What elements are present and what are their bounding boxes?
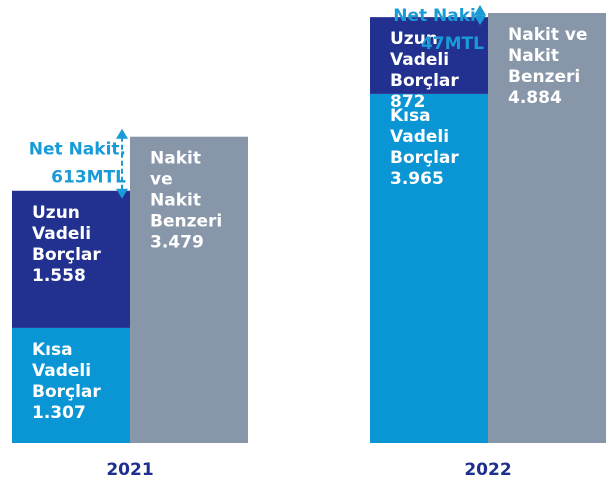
arrow-head [474,15,486,26]
segment-label-line: Vadeli [32,224,91,244]
bar-segment [12,327,130,443]
segment-label: Nakit ve Nakit Benzeri 3.479 [150,149,222,253]
segment-label-line: Borçlar [390,71,459,91]
net-cash-label: Net Nakit [393,6,484,26]
segment-label-line: Vadeli [390,50,449,70]
segment-label: Kısa Vadeli Borçlar 3.965 [390,106,459,189]
segment-label-line: Uzun [390,29,438,49]
segment-label: Uzun Vadeli Borçlar 1.558 [32,203,101,286]
segment-label-line: Benzeri [150,212,222,232]
segment-label: Uzun Vadeli Borçlar 872 [390,29,459,112]
segment-label-line: Nakit [150,191,201,211]
bar-segment [488,13,606,443]
segment-value: 3.965 [390,169,444,189]
segment-label-line: Kısa [32,340,73,360]
segment-label-line: Vadeli [32,361,91,381]
segment-label-line: Borçlar [32,382,101,402]
net-cash-label: Net Nakit. [29,140,126,160]
segment-label-line: Kısa [390,106,431,126]
segment-label: Nakit ve Nakit Benzeri 4.884 [508,25,588,108]
bar-segment [130,136,248,443]
segment-label-line: Vadeli [390,127,449,147]
arrow-head [474,5,486,15]
segment-label-line: Benzeri [508,67,580,87]
bar-segment [370,93,488,444]
x-tick-label: 2022 [464,460,511,480]
segment-label-line: Borçlar [390,148,459,168]
net-cash-value: 613MTL [51,168,126,188]
segment-value: 1.558 [32,266,86,286]
bar-segment [370,17,488,94]
segment-label-line: Uzun [32,203,80,223]
segment-value: 3.479 [150,233,204,253]
x-tick-label: 2021 [106,460,153,480]
segment-label-line: Nakit ve [508,25,588,45]
segment-value: 1.307 [32,403,86,423]
segment-label: Kısa Vadeli Borçlar 1.307 [32,340,101,423]
segment-label-line: Borçlar [32,245,101,265]
segment-label-line: Nakit [150,149,201,169]
arrow-head [116,128,128,139]
segment-label-line: Nakit [508,46,559,66]
segment-value: 872 [390,92,426,112]
net-cash-value: 47MTL [421,34,484,54]
segment-value: 4.884 [508,88,562,108]
bar-segment [12,190,130,328]
segment-label-line: ve [150,170,173,190]
arrow-head [116,188,128,199]
